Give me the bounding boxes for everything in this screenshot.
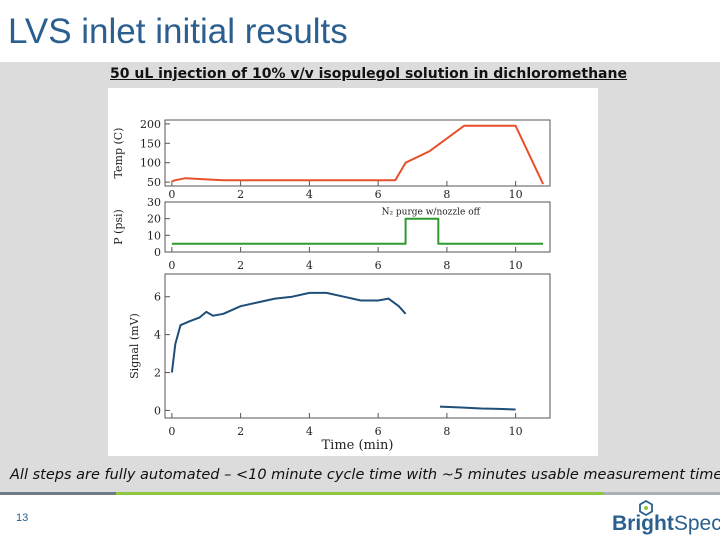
temperature-plot-ytick-label: 150 [140, 137, 161, 150]
signal-plot-xtick-label: 8 [443, 425, 450, 438]
footer-divider-left [0, 492, 116, 495]
signal-plot-xtick-label: 6 [375, 425, 382, 438]
temperature-plot-ylabel: Temp (C) [112, 128, 125, 179]
signal-plot-series-line [170, 291, 407, 373]
hexagon-molecule-icon [639, 500, 653, 516]
temperature-plot-xtick-label: 2 [237, 188, 244, 201]
temperature-plot-series-line [171, 124, 545, 185]
logo-text-bright: Bright [612, 512, 674, 535]
logo-text-spec: Spec [673, 512, 720, 535]
pressure-plot-ytick-label: 10 [147, 229, 161, 242]
pressure-plot-ytick-label: 20 [147, 213, 161, 226]
figure-background [108, 88, 598, 456]
pressure-plot-xtick-label: 4 [306, 259, 313, 272]
temperature-plot-ytick-label: 50 [147, 176, 161, 189]
pressure-plot-frame [164, 201, 551, 253]
footer-divider-center [116, 492, 604, 495]
footer-divider-right [604, 492, 720, 495]
signal-plot-ytick-label: 6 [154, 291, 161, 304]
signal-plot-ytick-label: 2 [154, 367, 161, 380]
pressure-plot-xtick-label: 2 [237, 259, 244, 272]
signal-plot-xtick-label: 10 [509, 425, 523, 438]
pressure-plot-annotation: N₂ purge w/nozzle off [382, 207, 481, 217]
pressure-plot-xtick-label: 8 [443, 259, 450, 272]
signal-plot-xtick-label: 0 [168, 425, 175, 438]
pressure-plot-xtick-label: 6 [375, 259, 382, 272]
temperature-plot-frame [164, 119, 551, 187]
title-bar [0, 0, 720, 62]
brightspec-logo: BrightSpec [612, 500, 720, 538]
temperature-plot-xtick-label: 6 [375, 188, 382, 201]
pressure-plot-xtick-label: 10 [509, 259, 523, 272]
signal-plot-ylabel: Signal (mV) [128, 313, 141, 379]
signal-plot-frame [164, 273, 551, 419]
temperature-plot-ytick-label: 200 [140, 118, 161, 131]
temperature-plot-xtick-label: 4 [306, 188, 313, 201]
signal-plot-series-line [439, 405, 516, 411]
temperature-plot-xtick-label: 0 [168, 188, 175, 201]
temperature-plot-xtick-label: 8 [443, 188, 450, 201]
signal-plot-xtick-label: 4 [306, 425, 313, 438]
signal-plot-xtick-label: 2 [237, 425, 244, 438]
pressure-plot-ytick-label: 0 [154, 246, 161, 259]
pressure-plot-series-line [171, 217, 544, 245]
temperature-plot-ytick-label: 100 [140, 157, 161, 170]
signal-plot-ytick-label: 4 [154, 329, 161, 342]
figure-subtitle: 50 uL injection of 10% v/v isopulegol so… [110, 66, 627, 82]
pressure-plot-ytick-label: 30 [147, 196, 161, 209]
pressure-plot-ylabel: P (psi) [112, 209, 125, 245]
temperature-plot-xtick-label: 10 [509, 188, 523, 201]
pressure-plot-xtick-label: 0 [168, 259, 175, 272]
slide-caption: All steps are fully automated – <10 minu… [10, 467, 720, 483]
signal-plot-xlabel: Time (min) [322, 438, 394, 453]
page-number: 13 [16, 512, 29, 524]
signal-plot-ytick-label: 0 [154, 404, 161, 417]
footer [0, 492, 720, 540]
slide-title: LVS inlet initial results [8, 12, 348, 51]
logo-text: BrightSpec [612, 512, 720, 536]
